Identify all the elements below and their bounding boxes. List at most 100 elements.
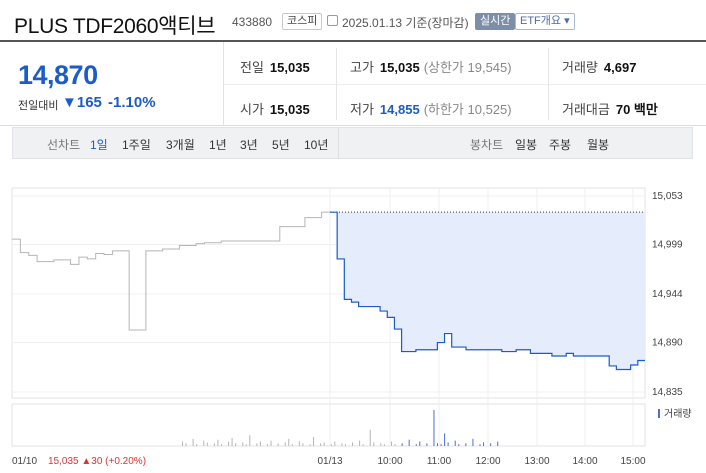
x-tick-label: 14:00 [572, 456, 597, 467]
volume-bar [196, 444, 198, 446]
volume-bar [267, 444, 269, 446]
volume-bar [235, 443, 237, 446]
prev-close-text: 15,035 ▲30 (+0.20%) [48, 456, 146, 467]
current-price-box: 14,870 전일대비 ▼165 -1.10% [0, 42, 224, 126]
volume-bar [362, 444, 364, 446]
volume-bar [228, 441, 230, 446]
tab-10y[interactable]: 10년 [304, 138, 329, 152]
volume-bar [380, 443, 382, 446]
line-chart-label: 선차트 [47, 138, 81, 152]
volume-bar [213, 443, 215, 446]
volume-bar [298, 441, 300, 446]
volume-bar [401, 443, 403, 446]
price-chart[interactable]: 01/10 01/13 10:00 11:00 12:00 13:00 14:00 15:00… [0, 180, 706, 473]
amount-cell: 거래대금 70 백만 [562, 102, 658, 117]
tab-monthly[interactable]: 월봉 [587, 138, 610, 152]
volume-bar [341, 443, 343, 446]
volume-bar [302, 443, 304, 446]
high-cell: 고가 15,035 (상한가 19,545) [350, 60, 512, 75]
volume-bar [447, 442, 449, 446]
volume-bar [344, 444, 346, 446]
volume-bar [288, 438, 290, 446]
etf-overview-dropdown[interactable]: ETF개요 ▾ [515, 13, 575, 30]
volume-bar [245, 444, 247, 446]
market-badge: 코스피 [282, 13, 323, 30]
volume-bar [433, 410, 435, 446]
tab-1w[interactable]: 1주일 [122, 138, 151, 152]
volume-bar [415, 444, 417, 446]
volume-bar [284, 442, 286, 446]
volume-bar [437, 443, 439, 446]
chart-period-tabs: 선차트 1일 1주일 3개월 1년 3년 5년 10년 봉차트 일봉 주봉 월봉 [12, 127, 693, 159]
realtime-button[interactable]: 실시간 [475, 13, 516, 30]
volume-bar [323, 442, 325, 446]
candle-chart-label: 봉차트 [470, 138, 504, 152]
volume-bar [256, 443, 258, 446]
volume-bar [426, 443, 428, 446]
x-tick-label: 01/13 [317, 456, 342, 467]
volume-bar [182, 441, 183, 446]
volume-frame [11, 403, 646, 447]
tab-1d[interactable]: 1일 [90, 138, 108, 152]
tab-5y[interactable]: 5년 [272, 138, 290, 152]
prev-close-cell: 전일 15,035 [240, 60, 310, 75]
tab-3y[interactable]: 3년 [240, 138, 258, 152]
x-tick-label: 10:00 [377, 456, 402, 467]
volume-bar [309, 444, 311, 446]
volume-bar [330, 444, 332, 446]
volume-bar [408, 439, 410, 446]
tab-3m[interactable]: 3개월 [166, 138, 195, 152]
page-title: PLUS TDF2060액티브 [14, 15, 216, 38]
tab-weekly[interactable]: 주봉 [549, 138, 572, 152]
change-value: ▼165 [62, 94, 102, 111]
volume-bar [220, 444, 222, 446]
current-price: 14,870 [18, 60, 98, 90]
x-tick-label: 01/10 [12, 456, 37, 467]
header: PLUS TDF2060액티브 433880 코스피 2025.01.13 기준… [0, 0, 706, 40]
volume-bar [185, 443, 187, 446]
volume-bar [373, 442, 375, 446]
y-tick-label: 14,835 [652, 387, 683, 398]
volume-bar [259, 441, 261, 446]
volume-cell: 거래량 4,697 [562, 60, 637, 75]
volume-bar [291, 444, 293, 446]
volume-bar [277, 443, 279, 446]
volume-legend-mark [658, 409, 660, 418]
tab-daily[interactable]: 일봉 [515, 138, 538, 152]
y-tick-label: 14,999 [652, 240, 683, 251]
volume-bar [192, 438, 194, 446]
stock-code: 433880 [232, 15, 273, 29]
volume-bar [231, 437, 233, 446]
today-line [330, 211, 645, 371]
volume-bar [465, 443, 467, 446]
x-tick-label: 15:00 [620, 456, 645, 467]
volume-bar [472, 438, 474, 446]
volume-bar [490, 443, 492, 446]
volume-bar [334, 441, 336, 446]
tab-1y[interactable]: 1년 [209, 138, 227, 152]
low-cell: 저가 14,855 (하한가 10,525) [350, 102, 512, 117]
previous-day-line [12, 211, 330, 331]
volume-bar [359, 440, 361, 446]
volume-bar [419, 441, 421, 446]
volume-label: 거래량 [664, 408, 692, 420]
volume-bar [458, 444, 460, 446]
volume-bar [242, 442, 244, 446]
volume-bar [320, 443, 322, 446]
date-text: 2025.01.13 기준(장마감) [342, 16, 469, 30]
volume-bar [217, 439, 219, 446]
volume-bar [369, 429, 371, 446]
price-summary: 14,870 전일대비 ▼165 -1.10% 전일 15,035 고가 15,03… [0, 40, 706, 126]
volume-bar [352, 442, 354, 446]
divider [224, 84, 706, 85]
y-tick-label: 15,053 [652, 191, 683, 202]
y-tick-label: 14,944 [652, 289, 683, 300]
volume-bar [497, 441, 499, 446]
volume-bar [440, 444, 442, 446]
x-tick-label: 12:00 [475, 456, 500, 467]
volume-bar [444, 433, 446, 446]
volume-bar [203, 440, 205, 446]
volume-bar [479, 444, 481, 446]
today-area [330, 212, 645, 370]
tab-divider [338, 128, 339, 158]
